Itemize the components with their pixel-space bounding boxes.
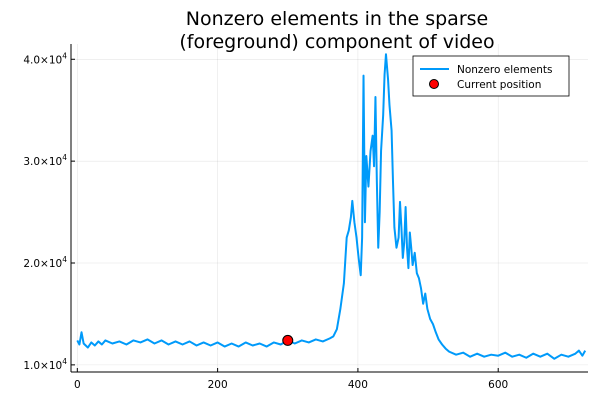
legend: Nonzero elements Current position — [412, 55, 570, 97]
grid — [71, 44, 588, 372]
axes — [70, 44, 588, 373]
legend-marker-swatch — [429, 79, 439, 89]
y-tick-label: 1.0×104 — [23, 357, 67, 372]
legend-label: Current position — [457, 79, 541, 91]
y-tick-label: 4.0×104 — [23, 51, 67, 66]
y-tick-label: 3.0×104 — [23, 153, 67, 168]
legend-label: Nonzero elements — [457, 64, 553, 76]
y-tick-label: 2.0×104 — [23, 255, 67, 270]
tick-labels: 0 200 400 600 1.0×104 2.0×104 3.0×104 4.0×104 — [23, 51, 508, 391]
series — [76, 53, 587, 360]
x-tick-label: 600 — [488, 379, 508, 391]
legend-box — [412, 55, 570, 97]
series-line — [76, 53, 587, 360]
x-tick-label: 400 — [348, 379, 368, 391]
chart-title-line-1: Nonzero elements in the sparse — [186, 8, 488, 30]
current-position-marker — [282, 334, 294, 346]
markers — [282, 334, 294, 346]
chart-title-line-2: (foreground) component of video — [179, 31, 494, 53]
x-tick-label: 0 — [74, 379, 81, 391]
x-tick-label: 200 — [208, 379, 228, 391]
